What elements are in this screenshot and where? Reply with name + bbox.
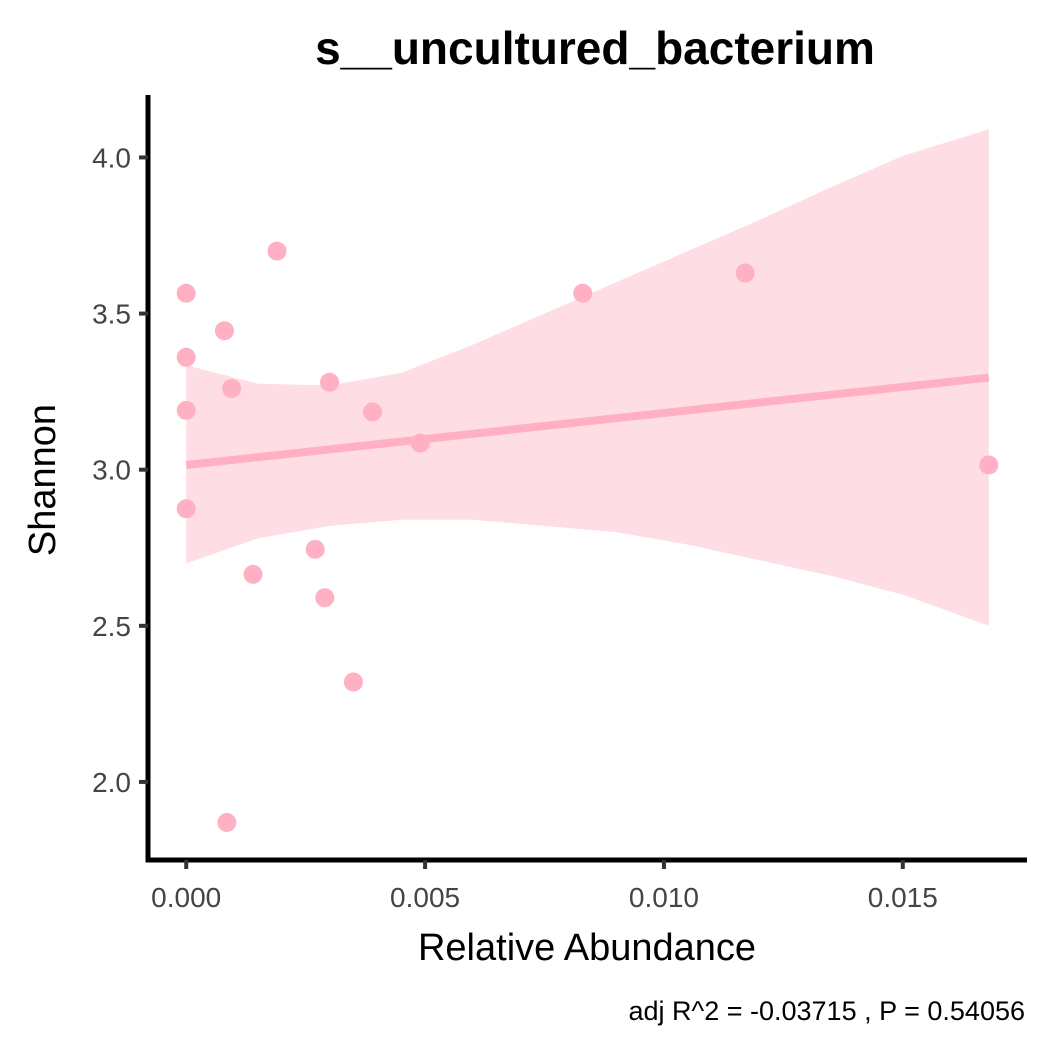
data-points-layer: [176, 241, 999, 833]
y-tick-label: 2.5: [92, 611, 131, 642]
y-axis-title: Shannon: [22, 404, 64, 556]
x-tick-label: 0.005: [390, 882, 460, 913]
x-tick-label: 0.015: [868, 882, 938, 913]
y-tick-label: 2.0: [92, 767, 131, 798]
y-tick-label: 3.0: [92, 455, 131, 486]
x-axis-title: Relative Abundance: [418, 927, 756, 969]
regression-caption: adj R^2 = -0.03715 , P = 0.54056: [629, 996, 1025, 1026]
data-point: [176, 283, 196, 303]
y-tick-label: 3.5: [92, 299, 131, 330]
data-point: [735, 263, 755, 283]
data-point: [410, 433, 430, 453]
data-point: [217, 813, 237, 833]
data-point: [214, 321, 234, 341]
data-point: [243, 564, 263, 584]
axes-layer: 2.0 2.5 3.0 3.5 4.0 0.000 0.005 0.010 0.015: [92, 95, 1027, 913]
data-point: [979, 455, 999, 475]
data-point: [176, 499, 196, 519]
confidence-band: [186, 129, 989, 626]
chart-title: s__uncultured_bacterium: [315, 22, 875, 74]
y-tick-label: 4.0: [92, 142, 131, 173]
fit-line-layer: [185, 373, 990, 469]
data-point: [176, 347, 196, 367]
x-tick-label: 0.000: [151, 882, 221, 913]
data-point: [363, 402, 383, 422]
x-tick-label: 0.010: [629, 882, 699, 913]
data-point: [222, 379, 242, 399]
data-point: [267, 241, 287, 261]
data-point: [343, 672, 363, 692]
regression-line: [185, 373, 990, 469]
data-point: [315, 588, 335, 608]
confidence-band-layer: [186, 129, 989, 626]
data-point: [573, 283, 593, 303]
data-point: [305, 539, 325, 559]
data-point: [176, 400, 196, 420]
data-point: [320, 372, 340, 392]
